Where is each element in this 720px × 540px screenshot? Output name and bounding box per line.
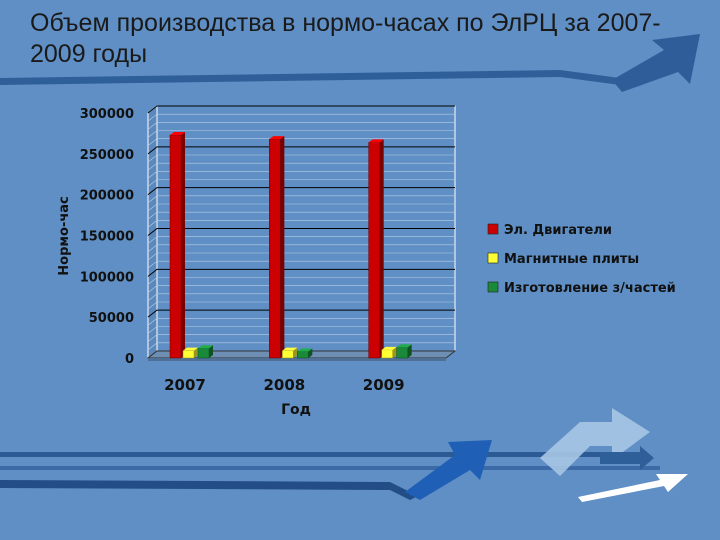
- minor-gridline: [147, 195, 455, 204]
- y-tick-label: 0: [125, 352, 134, 367]
- minor-gridline: [147, 220, 455, 228]
- minor-gridline: [147, 252, 455, 261]
- minor-gridline: [147, 293, 455, 302]
- legend-label: Эл. Двигатели: [504, 223, 612, 238]
- y-tick-label: 50000: [89, 311, 134, 326]
- bar-top: [381, 346, 397, 350]
- major-gridline: [147, 309, 455, 318]
- white-arrow: [578, 474, 688, 502]
- bar-front: [282, 350, 294, 359]
- minor-gridline: [147, 162, 455, 171]
- x-axis-title: Год: [281, 402, 311, 418]
- legend-swatch: [487, 281, 499, 293]
- minor-gridline: [147, 130, 455, 138]
- bottom-line-3: [0, 480, 430, 500]
- minor-gridline: [147, 326, 455, 334]
- bar-side: [407, 344, 412, 358]
- bottom-line-1: [0, 452, 630, 457]
- bar-top: [198, 345, 213, 349]
- bar-top: [269, 136, 285, 140]
- bar-side: [209, 345, 213, 358]
- minor-gridline: [147, 301, 455, 310]
- bar-side: [308, 348, 313, 358]
- minor-gridline: [147, 277, 455, 285]
- minor-gridline: [147, 285, 455, 293]
- bar-top: [282, 347, 298, 351]
- top-arrow-head: [612, 34, 700, 92]
- bar-top: [297, 348, 313, 352]
- bar-side: [392, 346, 397, 358]
- bar-front: [368, 142, 380, 359]
- x-category-label: 2009: [363, 376, 405, 394]
- legend-swatch: [487, 223, 499, 235]
- legend-label: Изготовление з/частей: [504, 281, 676, 296]
- major-gridline: [147, 268, 455, 277]
- minor-gridline: [147, 154, 455, 163]
- bar-side: [280, 136, 285, 358]
- bar-front: [381, 349, 393, 359]
- bar-front: [169, 134, 182, 359]
- minor-gridline: [147, 244, 455, 253]
- y-tick-label: 200000: [80, 189, 134, 204]
- bar-top: [170, 132, 185, 136]
- legend-label: Магнитные плиты: [504, 252, 639, 267]
- y-tick-label: 300000: [80, 107, 134, 122]
- minor-gridline: [147, 318, 455, 326]
- top-arrow-line: [0, 70, 640, 85]
- minor-gridline: [147, 236, 455, 244]
- minor-gridline: [147, 171, 455, 179]
- bar-front: [197, 347, 210, 359]
- bar-side: [181, 132, 185, 358]
- legend-swatch: [487, 252, 499, 264]
- minor-gridline: [147, 334, 455, 342]
- light-arrow: [540, 408, 650, 476]
- bottom-line-2: [0, 466, 660, 470]
- major-gridline: [147, 187, 455, 196]
- y-tick-label: 100000: [80, 270, 134, 285]
- bar-top: [368, 139, 384, 143]
- bar-front: [396, 347, 408, 359]
- bar-side: [379, 139, 384, 358]
- minor-gridline: [147, 113, 455, 122]
- bar-front: [182, 350, 195, 359]
- minor-gridline: [147, 211, 455, 220]
- y-tick-label: 250000: [80, 148, 134, 163]
- y-axis-title: Нормо-час: [57, 196, 72, 275]
- y-tick-label: 150000: [80, 230, 134, 245]
- major-gridline: [147, 105, 455, 114]
- minor-gridline: [147, 342, 455, 351]
- bar-side: [194, 347, 198, 358]
- minor-gridline: [147, 138, 455, 146]
- x-category-label: 2008: [263, 376, 305, 394]
- bar-front: [269, 138, 281, 359]
- plot-floor-edge: [148, 358, 446, 361]
- bar-top: [396, 344, 412, 348]
- minor-gridline: [147, 260, 455, 269]
- bar-side: [293, 347, 298, 358]
- major-gridline: [147, 228, 455, 236]
- major-gridline: [147, 146, 455, 155]
- x-category-label: 2007: [164, 376, 206, 394]
- bar-top: [183, 347, 198, 351]
- slide-title: Объем производства в нормо-часах по ЭлРЦ…: [30, 9, 661, 68]
- small-right-arrow: [600, 446, 654, 470]
- bar-front: [297, 351, 309, 359]
- minor-gridline: [147, 179, 455, 187]
- dark-arrow-bottom: [405, 440, 492, 500]
- minor-gridline: [147, 203, 455, 212]
- minor-gridline: [147, 122, 455, 130]
